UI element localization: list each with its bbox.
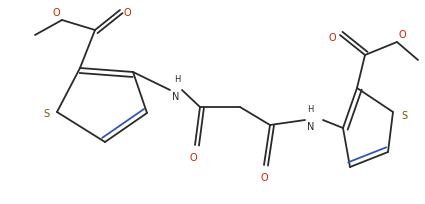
Text: N: N [172, 92, 179, 102]
Text: O: O [329, 33, 336, 43]
Text: H: H [174, 75, 180, 84]
Text: S: S [44, 109, 50, 119]
Text: O: O [124, 8, 132, 18]
Text: N: N [307, 122, 314, 132]
Text: O: O [260, 173, 268, 183]
Text: O: O [399, 30, 407, 40]
Text: H: H [307, 105, 313, 114]
Text: O: O [189, 153, 197, 163]
Text: O: O [52, 8, 60, 18]
Text: S: S [401, 111, 407, 121]
